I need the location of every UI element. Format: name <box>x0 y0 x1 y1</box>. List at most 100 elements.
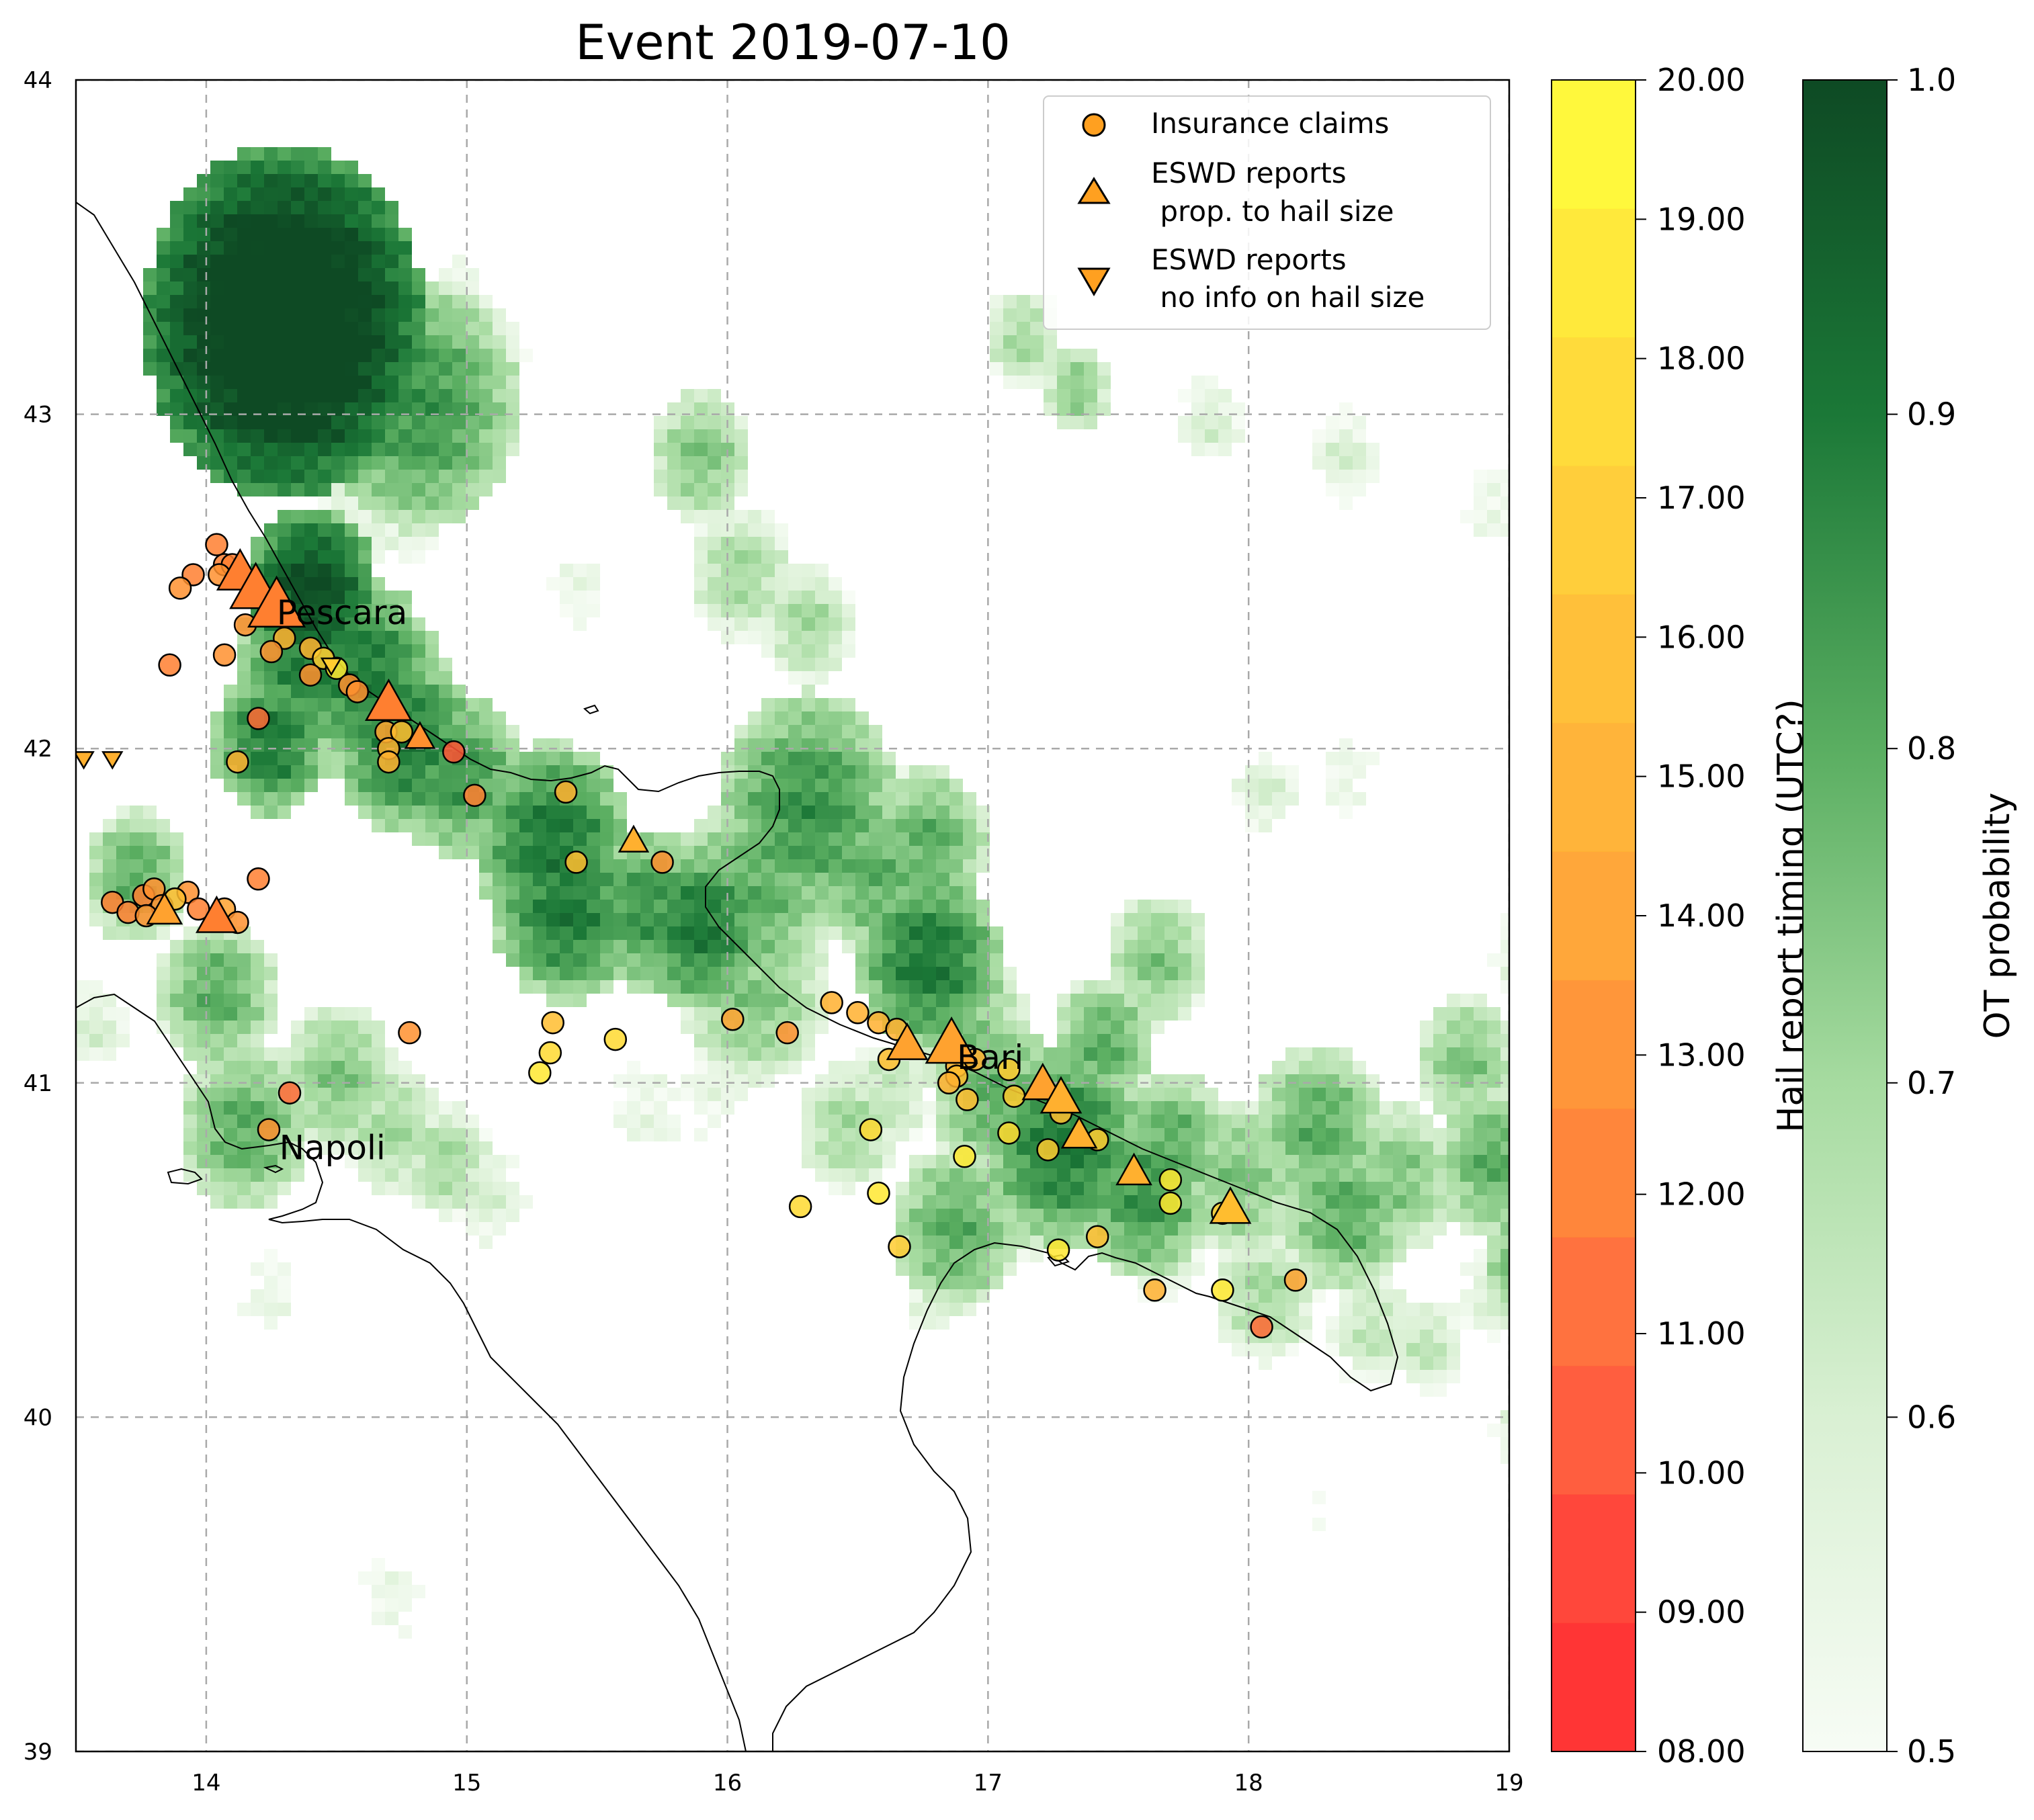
ot-cell <box>1272 1155 1285 1168</box>
ot-cell <box>761 1007 775 1021</box>
ot-cell <box>385 443 398 456</box>
ot-cell <box>1111 1209 1124 1222</box>
ot-cell <box>183 376 197 389</box>
ot-cell <box>372 1155 385 1168</box>
ot-cell <box>439 725 452 738</box>
ot-cell <box>775 967 788 980</box>
ot-cell <box>157 322 170 335</box>
ot-cell <box>372 389 385 402</box>
ot-cell <box>788 792 802 806</box>
ot-cell <box>600 940 613 953</box>
ot-cell <box>1084 376 1097 389</box>
ot-cell <box>519 779 533 792</box>
ot-cell <box>89 913 103 926</box>
ot-cell <box>318 685 331 698</box>
ot-cell <box>748 1074 761 1088</box>
ot-cell <box>882 886 896 900</box>
ot-cell <box>1232 792 1245 806</box>
ot-cell <box>466 1195 479 1209</box>
ot-cell <box>1097 1034 1111 1047</box>
ot-cell <box>627 1128 640 1141</box>
ot-cell <box>76 980 89 994</box>
ot-cell <box>506 752 519 765</box>
ot-cell <box>667 913 681 926</box>
ot-cell <box>936 1236 949 1249</box>
ot-cell <box>304 349 318 362</box>
ot-cell <box>1138 1088 1151 1101</box>
ot-cell <box>1124 980 1138 994</box>
ot-cell <box>278 806 291 819</box>
ot-cell <box>1406 1115 1420 1128</box>
ot-cell <box>385 1182 398 1195</box>
ot-cell <box>318 308 331 322</box>
ot-cell <box>1232 1141 1245 1155</box>
ot-cell <box>116 846 130 859</box>
ot-cell <box>949 873 963 886</box>
ot-cell <box>1232 1343 1245 1356</box>
ot-cell <box>493 308 506 322</box>
ot-cell <box>842 644 855 658</box>
ot-cell <box>976 1128 990 1141</box>
ot-cell <box>1285 1155 1299 1168</box>
ot-cell <box>1339 806 1353 819</box>
ot-cell <box>264 255 278 268</box>
ot-cell <box>412 456 425 470</box>
ot-cell <box>358 1128 372 1141</box>
ot-cell <box>493 1222 506 1236</box>
insurance-claim-point <box>1283 1268 1308 1292</box>
ot-cell <box>439 416 452 429</box>
ot-cell <box>1003 1182 1017 1195</box>
ot-cell <box>116 819 130 832</box>
ot-cell <box>1070 402 1084 416</box>
ot-cell <box>788 577 802 591</box>
ot-cell <box>291 725 304 738</box>
ot-cell <box>251 322 264 335</box>
ot-cell <box>1447 1074 1460 1088</box>
ot-cell <box>412 1585 425 1598</box>
ot-cell <box>1500 913 1509 926</box>
ot-cell <box>587 873 600 886</box>
ot-cell <box>1393 1195 1406 1209</box>
ot-cell <box>1366 1209 1380 1222</box>
ot-cell <box>1487 1074 1500 1088</box>
ot-cell <box>251 779 264 792</box>
ot-cell <box>654 416 667 429</box>
ot-cell <box>331 752 345 765</box>
ot-cell <box>1205 1128 1218 1141</box>
ot-cell <box>936 1249 949 1262</box>
ot-cell <box>533 980 546 994</box>
ot-cell <box>761 886 775 900</box>
ot-cell <box>855 806 869 819</box>
ot-cell <box>896 765 909 779</box>
ot-cell <box>1433 1370 1447 1383</box>
ot-cell <box>882 1155 896 1168</box>
ot-cell <box>802 1141 815 1155</box>
ot-cell <box>560 738 573 752</box>
ot-cell <box>372 550 385 564</box>
ot-cell <box>331 1074 345 1088</box>
ot-cell <box>318 161 331 174</box>
ot-cell <box>1084 1034 1097 1047</box>
ot-cell <box>372 1585 385 1598</box>
ot-cell <box>210 711 224 725</box>
ot-cell <box>425 1101 439 1115</box>
ot-cell <box>224 228 237 241</box>
ot-cell <box>788 953 802 967</box>
ot-cell <box>143 926 157 940</box>
ot-cell <box>1339 443 1353 456</box>
ot-cell <box>681 846 694 859</box>
ot-cell <box>183 1128 197 1141</box>
ot-cell <box>157 295 170 308</box>
ot-cell <box>1339 1195 1353 1209</box>
ot-cell <box>829 792 842 806</box>
ot-cell <box>358 1141 372 1155</box>
ot-cell <box>479 402 493 416</box>
ot-cell <box>627 886 640 900</box>
ot-cell <box>452 711 466 725</box>
ot-cell <box>1460 1088 1474 1101</box>
eswd-report-size-marker <box>1040 1076 1083 1114</box>
ot-cell <box>600 792 613 806</box>
ot-cell <box>1111 953 1124 967</box>
ot-cell <box>990 1236 1003 1249</box>
ot-cell <box>331 308 345 322</box>
